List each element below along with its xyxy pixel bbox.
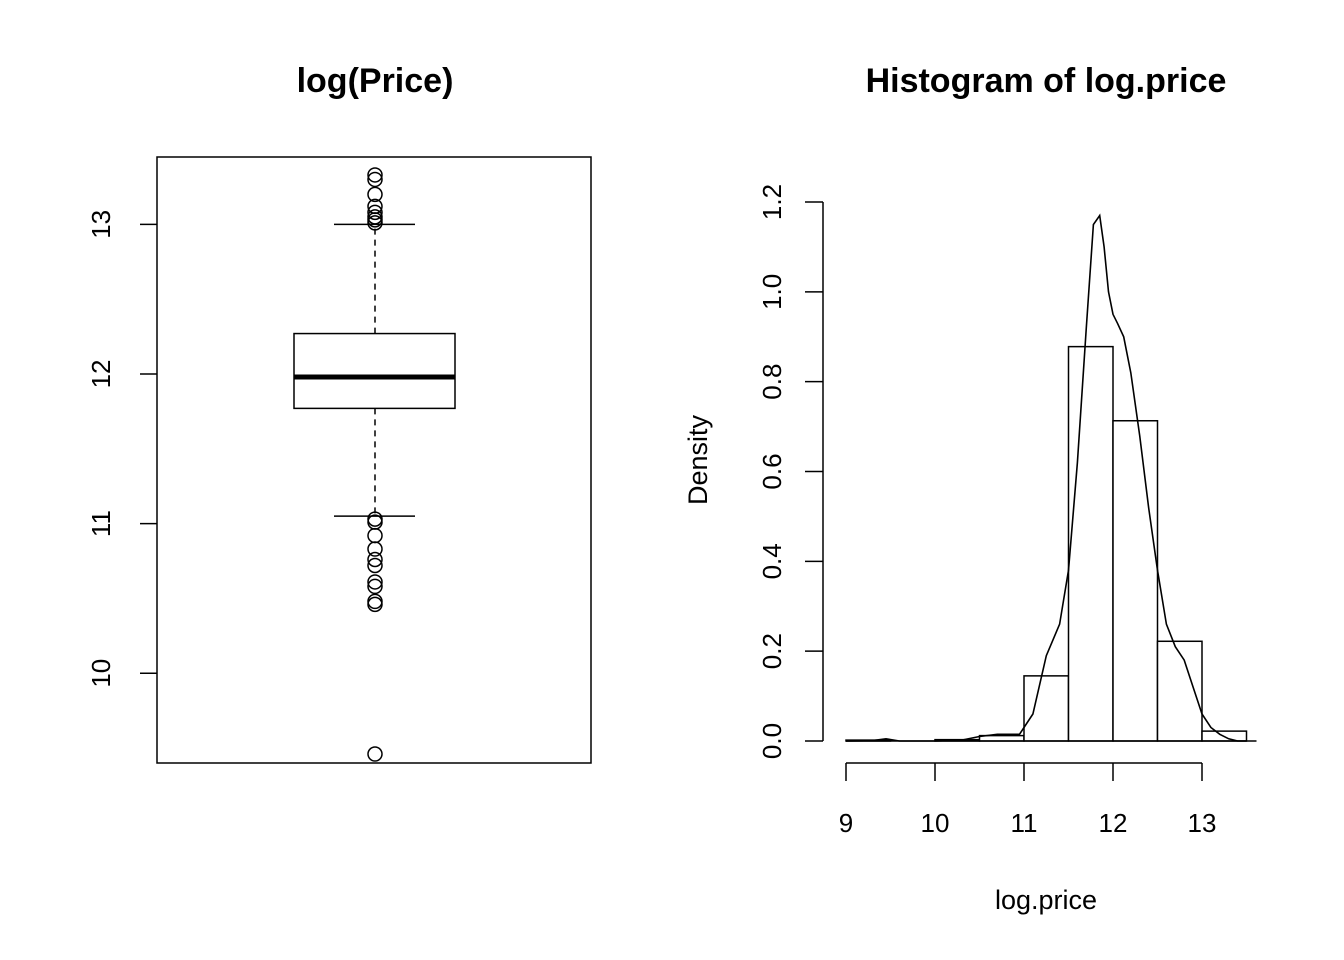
histogram-bar-6 bbox=[1112, 419, 1159, 742]
density-curve bbox=[845, 213, 1247, 742]
outlier-point-14 bbox=[367, 574, 383, 590]
outlier-point-1 bbox=[367, 171, 383, 188]
outlier-point-13 bbox=[367, 557, 383, 574]
outlier-point-12 bbox=[367, 551, 383, 568]
histogram-bar-7 bbox=[1156, 640, 1203, 742]
outlier-point-10 bbox=[367, 527, 383, 544]
outlier-point-7 bbox=[367, 215, 383, 231]
boxplot-y-tick-label-1: 11 bbox=[86, 510, 116, 537]
histogram-panel: Histogram of log.price 9 10 11 12 13 0.00.20… bbox=[683, 62, 1257, 915]
boxplot-frame bbox=[156, 156, 592, 764]
outlier-point-16 bbox=[367, 593, 383, 610]
histogram-y-tick-label-6: 1.2 bbox=[757, 184, 787, 220]
interquartile-box bbox=[293, 332, 456, 410]
histogram-title: Histogram of log.price bbox=[866, 62, 1227, 100]
histogram-x-tick-label-0: 9 bbox=[839, 808, 853, 838]
outlier-point-0 bbox=[367, 167, 383, 183]
histogram-y-label: Density bbox=[683, 414, 713, 505]
boxplot-title: log(Price) bbox=[297, 62, 454, 100]
histogram-y-tick-label-4: 0.8 bbox=[757, 364, 787, 400]
outlier-point-18 bbox=[367, 746, 383, 762]
histogram-bar-5 bbox=[1067, 345, 1114, 742]
boxplot-panel: log(Price) 10 11 12 13 bbox=[86, 62, 592, 764]
boxplot-y-tick-label-2: 12 bbox=[86, 360, 116, 389]
outlier-point-4 bbox=[367, 204, 383, 221]
histogram-x-tick-label-3: 12 bbox=[1099, 808, 1128, 838]
outlier-point-17 bbox=[367, 596, 383, 613]
outlier-point-2 bbox=[367, 186, 383, 203]
histogram-y-tick-label-5: 1.0 bbox=[757, 274, 787, 310]
outlier-point-11 bbox=[367, 541, 383, 557]
histogram-y-axis: 0.0 0.2 0.4 0.6 0.8 1.0 1.2 bbox=[757, 184, 824, 759]
histogram-y-tick-label-2: 0.4 bbox=[757, 543, 787, 579]
histogram-x-tick-label-4: 13 bbox=[1188, 808, 1217, 838]
histogram-y-tick-label-3: 0.6 bbox=[757, 453, 787, 489]
histogram-x-tick-label-2: 11 bbox=[1011, 808, 1038, 838]
boxplot-body bbox=[293, 223, 456, 517]
histogram-bar-4 bbox=[1023, 675, 1070, 742]
histogram-y-tick-label-0: 0.0 bbox=[757, 723, 787, 759]
boxplot-y-tick-label-3: 13 bbox=[86, 210, 116, 239]
histogram-x-tick-label-1: 10 bbox=[921, 808, 950, 838]
boxplot-outliers bbox=[367, 167, 383, 762]
outlier-point-15 bbox=[367, 578, 383, 595]
histogram-x-axis: 9 10 11 12 13 bbox=[839, 762, 1217, 838]
boxplot-y-tick-label-0: 10 bbox=[86, 659, 116, 688]
histogram-y-tick-label-1: 0.2 bbox=[757, 633, 787, 669]
boxplot-y-axis: 10 11 12 13 bbox=[86, 210, 157, 688]
outlier-point-9 bbox=[367, 514, 383, 530]
outlier-point-8 bbox=[367, 511, 383, 527]
histogram-x-label: log.price bbox=[995, 885, 1097, 915]
histogram-bars bbox=[845, 345, 1248, 742]
